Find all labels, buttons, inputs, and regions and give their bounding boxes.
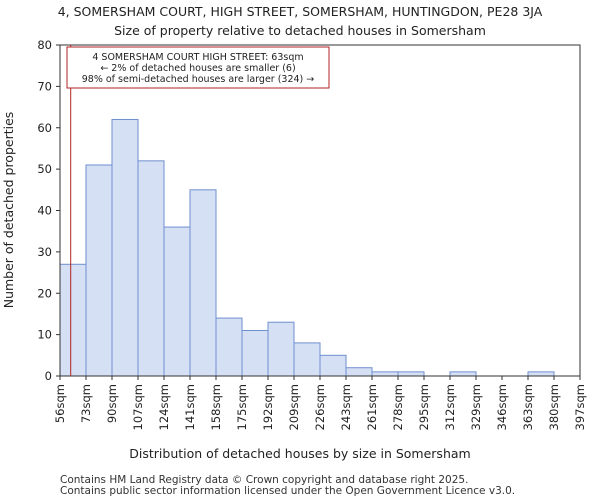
x-tick-label-363sqm: 363sqm [521,384,535,430]
x-tick-label-107sqm: 107sqm [131,384,145,430]
bar-175sqm [241,329,269,377]
annotation-box: 4 SOMERSHAM COURT HIGH STREET: 63sqm ← 2… [66,46,330,89]
bar-90sqm [111,118,139,377]
bar-363sqm [527,371,555,377]
y-tick-label: 40 [37,204,52,218]
y-tick-label: 50 [37,162,52,176]
annotation-frame [66,46,330,89]
y-tick-label: 0 [45,369,52,383]
x-tick-label-295sqm: 295sqm [417,384,431,430]
chart-subtitle: Size of property relative to detached ho… [114,23,486,38]
bar-73sqm [85,164,113,377]
y-tick-label: 30 [37,245,52,259]
x-tick-label-158sqm: 158sqm [209,384,223,430]
x-tick-label-192sqm: 192sqm [261,384,275,430]
x-tick-label-380sqm: 380sqm [547,384,561,430]
bars-group [59,118,555,377]
x-axis-ticks: 56sqm 73sqm 90sqm 107sqm 124sqm 141sqm 158sqm 1… [53,376,587,430]
annotation-line-1: 4 SOMERSHAM COURT HIGH STREET: 63sqm [92,52,303,63]
x-tick-label-278sqm: 278sqm [391,384,405,430]
bar-107sqm [137,160,165,377]
y-tick-label: 70 [37,79,52,93]
bar-226sqm [319,354,347,377]
x-tick-label-312sqm: 312sqm [443,384,457,430]
x-tick-label-175sqm: 175sqm [235,384,249,430]
bar-124sqm [163,226,191,377]
x-tick-label-346sqm: 346sqm [495,384,509,430]
x-tick-label-226sqm: 226sqm [313,384,327,430]
bar-158sqm [215,317,243,377]
chart-title: 4, SOMERSHAM COURT, HIGH STREET, SOMERSH… [58,4,543,19]
bar-209sqm [293,342,321,377]
footer-line-1: Contains HM Land Registry data © Crown c… [60,474,468,486]
x-axis-label: Distribution of detached houses by size … [129,446,470,461]
y-tick-label: 80 [37,38,52,52]
plot-frame [59,44,581,377]
bar-141sqm [189,189,217,377]
y-tick-label: 10 [37,328,52,342]
annotation-line-2: ← 2% of detached houses are smaller (6) [100,63,295,74]
y-tick-label: 60 [37,121,52,135]
bar-56sqm [59,263,87,377]
bar-278sqm [397,371,425,377]
x-tick-label-73sqm: 73sqm [79,384,93,423]
x-tick-label-329sqm: 329sqm [469,384,483,430]
y-axis-ticks: 0 10 20 30 40 50 60 70 80 [37,38,60,383]
x-tick-label-56sqm: 56sqm [53,384,67,423]
x-tick-label-243sqm: 243sqm [339,384,353,430]
x-tick-label-141sqm: 141sqm [183,384,197,430]
annotation-line-3: 98% of semi-detached houses are larger (… [82,74,315,85]
y-axis-label: Number of detached properties [1,112,16,309]
bar-312sqm [449,371,477,377]
y-tick-label: 20 [37,286,52,300]
footer-line-2: Contains public sector information licen… [60,485,515,497]
x-tick-label-209sqm: 209sqm [287,384,301,430]
x-tick-label-261sqm: 261sqm [365,384,379,430]
bar-243sqm [345,367,373,377]
x-tick-label-397sqm: 397sqm [573,384,587,430]
x-tick-label-124sqm: 124sqm [157,384,171,430]
bar-261sqm [371,371,399,377]
bar-192sqm [267,321,295,377]
x-tick-label-90sqm: 90sqm [105,384,119,423]
